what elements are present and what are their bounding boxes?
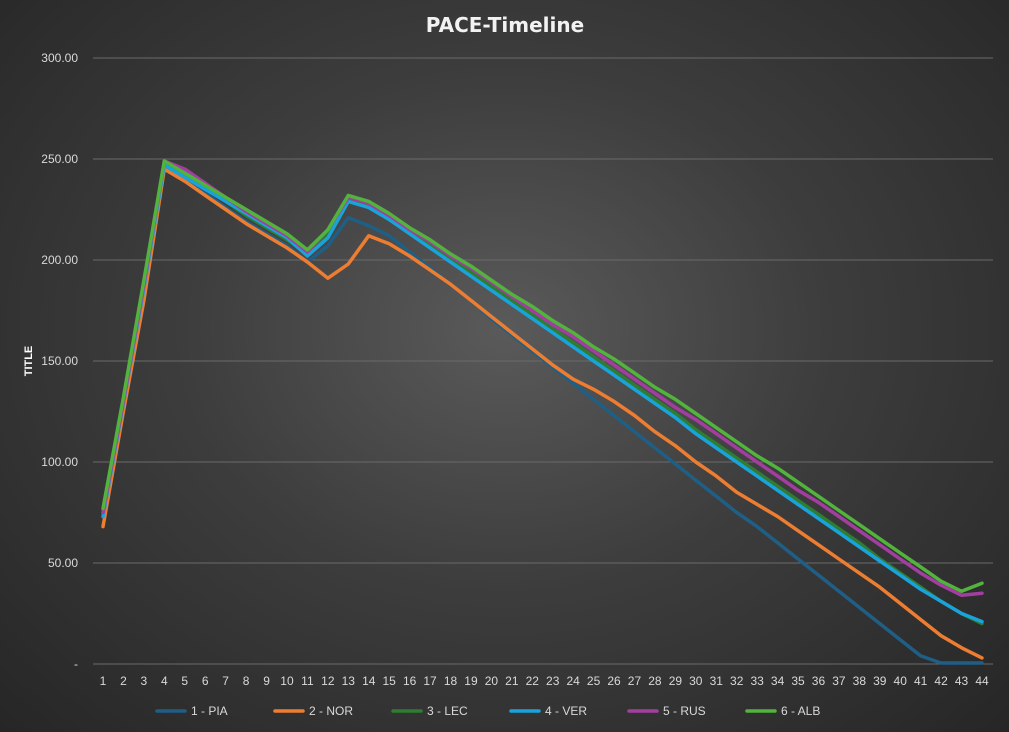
- series-line-5: [101, 159, 984, 598]
- x-tick-label: 21: [505, 674, 519, 688]
- x-tick-label: 2: [120, 674, 127, 688]
- x-tick-label: 25: [587, 674, 601, 688]
- series-line-1: [101, 165, 984, 665]
- x-tick-label: 30: [689, 674, 703, 688]
- x-tick-label: 22: [526, 674, 540, 688]
- x-tick-label: 12: [321, 674, 335, 688]
- x-tick-label: 9: [263, 674, 270, 688]
- x-tick-label: 18: [444, 674, 458, 688]
- gridlines: [93, 57, 993, 665]
- x-tick-label: 13: [342, 674, 356, 688]
- x-tick-label: 29: [669, 674, 683, 688]
- x-tick-label: 5: [181, 674, 188, 688]
- legend-label: 4 - VER: [545, 704, 587, 718]
- x-tick-label: 37: [832, 674, 846, 688]
- x-tick-label: 42: [934, 674, 948, 688]
- x-tick-label: 7: [222, 674, 229, 688]
- x-tick-label: 20: [485, 674, 499, 688]
- series-line-2: [101, 167, 984, 660]
- x-tick-label: 40: [894, 674, 908, 688]
- x-tick-label: 38: [853, 674, 867, 688]
- x-tick-label: 10: [280, 674, 294, 688]
- x-tick-label: 4: [161, 674, 168, 688]
- x-tick-label: 8: [243, 674, 250, 688]
- x-tick-label: 6: [202, 674, 209, 688]
- y-axis-label: TITLE: [23, 346, 35, 377]
- chart-title: PACE-Timeline: [426, 13, 584, 37]
- x-tick-label: 27: [628, 674, 642, 688]
- x-tick-label: 41: [914, 674, 928, 688]
- x-tick-label: 31: [710, 674, 724, 688]
- x-tick-label: 44: [975, 674, 989, 688]
- x-tick-label: 33: [750, 674, 764, 688]
- x-tick-label: 11: [301, 674, 314, 688]
- x-tick-label: 39: [873, 674, 887, 688]
- y-axis-ticks: - 50.00 100.00 150.00 200.00 250.00 300.00: [41, 51, 78, 671]
- x-tick-label: 24: [566, 674, 580, 688]
- x-tick-label: 36: [812, 674, 826, 688]
- y-tick-label: 300.00: [41, 51, 78, 65]
- x-tick-label: 32: [730, 674, 744, 688]
- x-axis-ticks: 1 2 3 4 5 6 7 8 9 10 11 12 13 14 15 16 17 18 19 20 21 22 23 24 2…: [100, 674, 989, 688]
- legend-label: 6 - ALB: [781, 704, 820, 718]
- x-tick-label: 43: [955, 674, 969, 688]
- x-tick-label: 34: [771, 674, 785, 688]
- series-lines: [101, 159, 984, 665]
- series-line-4: [101, 163, 984, 624]
- y-tick-label: 250.00: [41, 152, 78, 166]
- legend: 1 - PIA 2 - NOR 3 - LEC 4 - VER 5 - RUS 6 - A…: [155, 704, 820, 718]
- y-tick-label: 150.00: [41, 354, 78, 368]
- series-line-3: [101, 161, 984, 626]
- x-tick-label: 23: [546, 674, 560, 688]
- legend-label: 2 - NOR: [309, 704, 353, 718]
- legend-label: 5 - RUS: [663, 704, 706, 718]
- y-tick-label: 100.00: [41, 455, 78, 469]
- y-tick-label: 50.00: [48, 556, 78, 570]
- series-line-6: [101, 159, 984, 594]
- legend-label: 1 - PIA: [191, 704, 228, 718]
- legend-label: 3 - LEC: [427, 704, 468, 718]
- x-tick-label: 16: [403, 674, 417, 688]
- x-tick-label: 26: [607, 674, 621, 688]
- y-tick-label: 200.00: [41, 253, 78, 267]
- x-tick-label: 3: [141, 674, 148, 688]
- x-tick-label: 28: [648, 674, 662, 688]
- x-tick-label: 35: [791, 674, 805, 688]
- x-tick-label: 15: [383, 674, 397, 688]
- x-tick-label: 17: [423, 674, 437, 688]
- x-tick-label: 19: [464, 674, 478, 688]
- x-tick-label: 1: [100, 674, 107, 688]
- y-tick-label: -: [74, 657, 78, 671]
- x-tick-label: 14: [362, 674, 376, 688]
